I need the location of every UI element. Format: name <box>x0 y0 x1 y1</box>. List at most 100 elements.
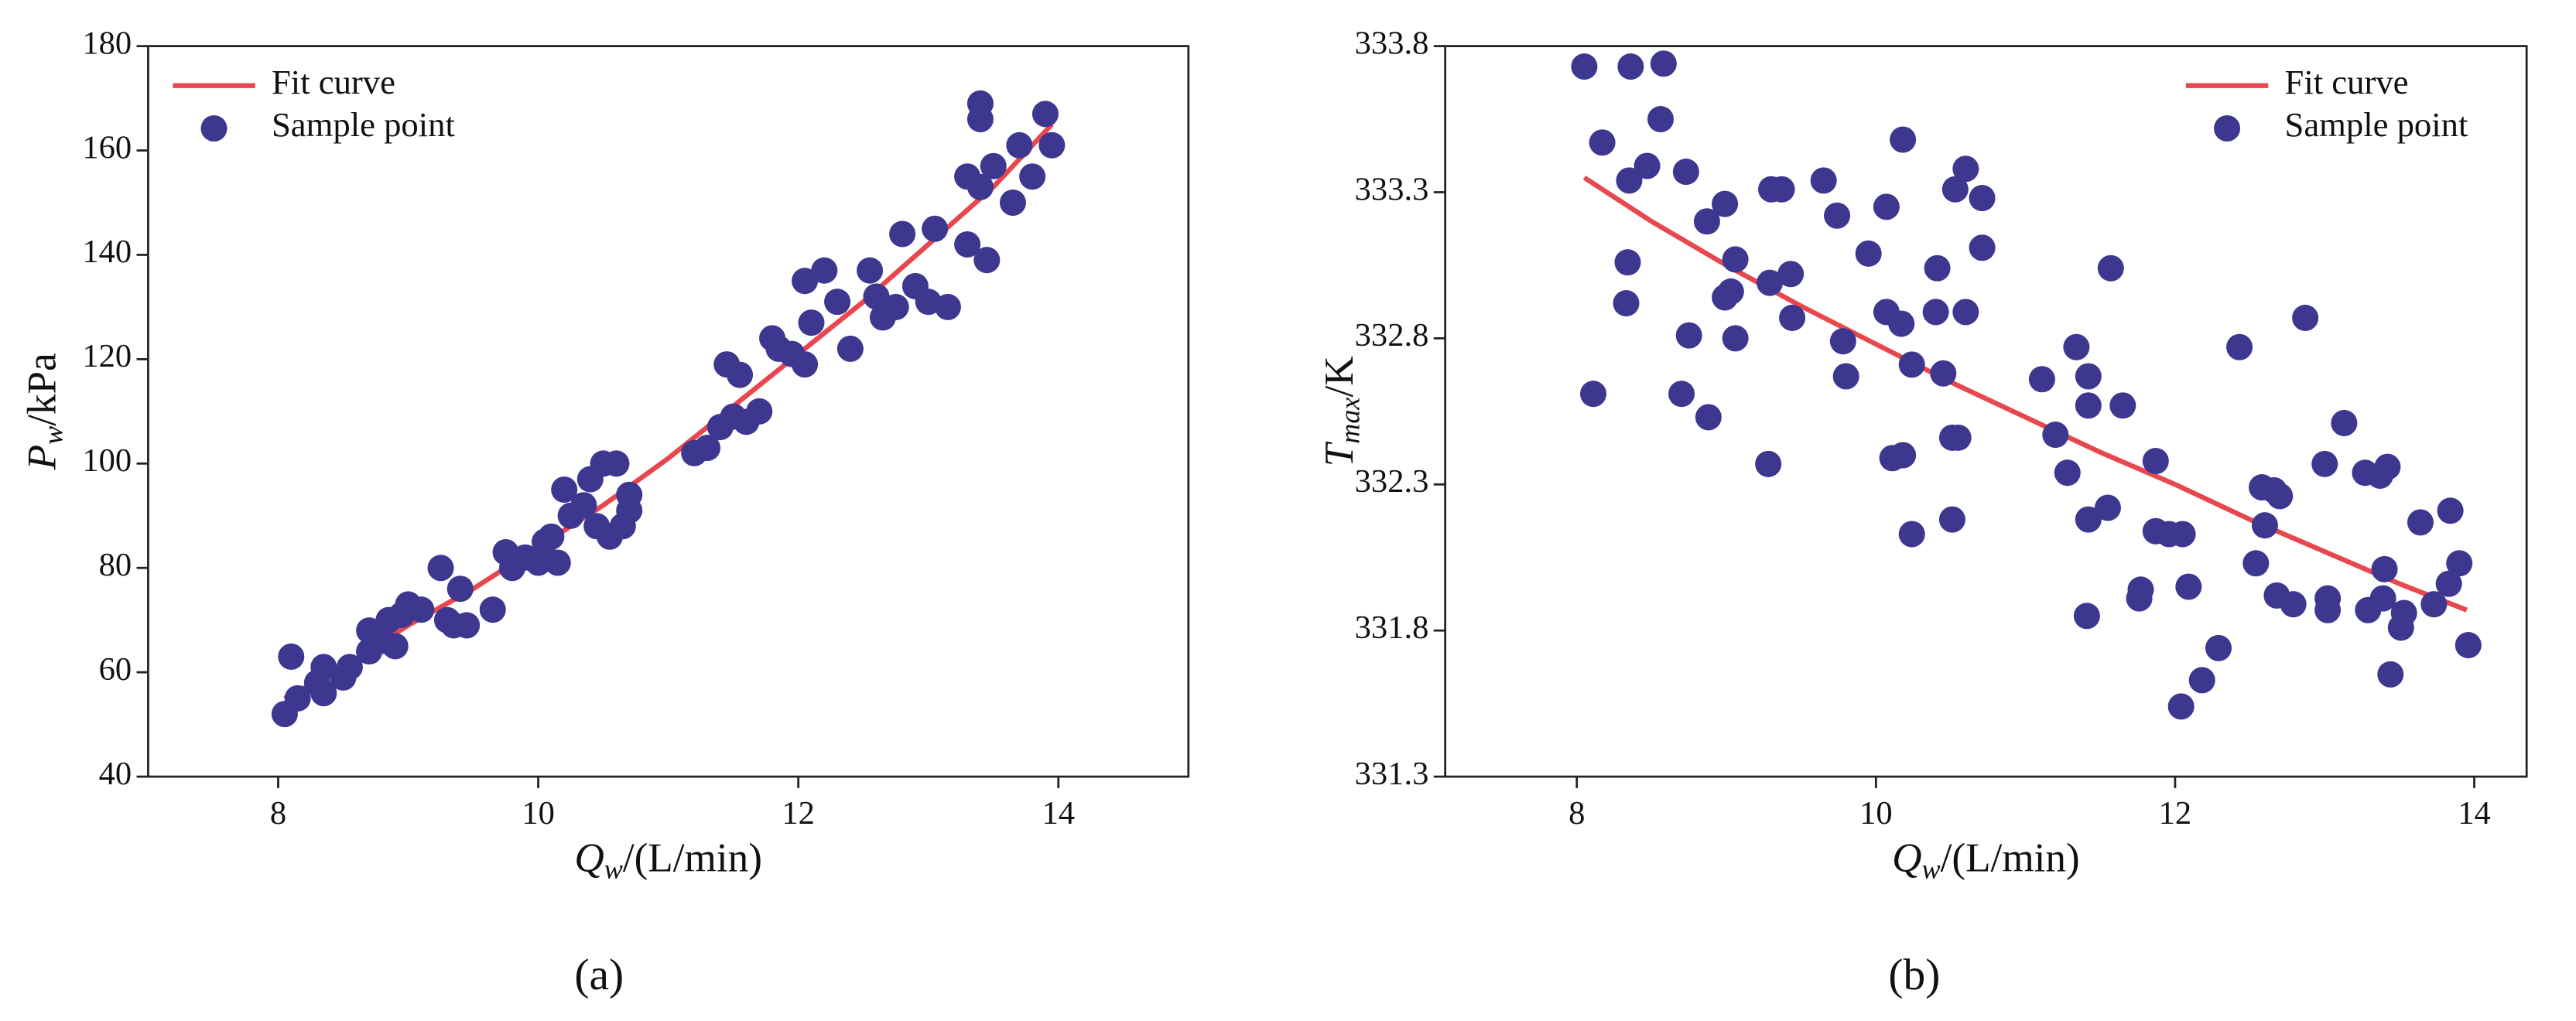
axis-label-unit: /K <box>1316 356 1362 397</box>
sample-point <box>616 481 643 508</box>
legend-marker <box>2214 114 2241 142</box>
sample-point <box>2420 591 2448 618</box>
sample-point <box>2075 392 2102 419</box>
sample-point <box>2109 392 2136 419</box>
axis-label: Qw/(L/min) <box>1892 835 2080 885</box>
sample-point <box>2371 555 2398 582</box>
sample-point <box>544 549 571 576</box>
sample-point <box>1693 208 1720 235</box>
x-tick-label: 14 <box>1042 795 1075 831</box>
sample-point <box>2175 573 2202 600</box>
y-tick-label: 160 <box>82 129 132 166</box>
sample-point <box>2073 603 2100 630</box>
sample-point <box>824 289 851 316</box>
sample-point <box>2205 634 2232 661</box>
y-tick-label: 140 <box>82 234 132 270</box>
axis-label: Pw/kPa <box>19 353 69 470</box>
legend-label: Sample point <box>272 105 456 144</box>
sample-point <box>2242 550 2270 577</box>
sample-point <box>1810 167 1837 194</box>
sample-point <box>2127 576 2154 603</box>
sample-point <box>1613 290 1640 317</box>
axis-label: Tmax/K <box>1316 356 1366 466</box>
x-tick-label: 14 <box>2458 795 2491 831</box>
sample-point <box>2280 591 2307 618</box>
sample-point <box>727 361 754 388</box>
plot-frame <box>147 45 1190 778</box>
sample-point <box>1755 450 1782 477</box>
sample-point <box>857 257 884 284</box>
sample-point <box>1779 304 1806 331</box>
sample-point <box>1832 363 1859 390</box>
sample-point <box>2094 494 2121 521</box>
axis-label-unit: /(L/min) <box>1941 835 2080 881</box>
sample-point <box>792 268 819 295</box>
sample-point <box>922 215 949 242</box>
fit-curve <box>1582 175 2468 613</box>
sample-point <box>1888 310 1915 337</box>
sample-point <box>1757 269 1784 296</box>
sample-point <box>2407 509 2434 536</box>
sample-point <box>2369 585 2396 612</box>
sample-point <box>1969 185 1996 212</box>
sample-point <box>1898 521 1925 548</box>
y-tick-label: 100 <box>82 442 132 479</box>
sample-point <box>1614 249 1641 276</box>
sample-point <box>2311 450 2338 477</box>
sample-point <box>2435 570 2462 597</box>
sample-point <box>2042 422 2069 449</box>
sample-point <box>2314 596 2342 623</box>
sample-point <box>1634 152 1661 179</box>
sample-point <box>966 173 994 200</box>
x-tick-label: 10 <box>522 795 555 831</box>
sample-point <box>934 293 961 320</box>
x-tick-label: 8 <box>1569 795 1585 831</box>
panel-label: (a) <box>574 951 624 999</box>
sample-point <box>1675 322 1702 349</box>
sample-point <box>1650 50 1677 77</box>
sample-point <box>980 152 1007 179</box>
sample-point <box>2167 693 2195 720</box>
sample-point <box>2028 366 2055 393</box>
sample-point <box>746 398 773 425</box>
sample-point <box>2169 521 2196 548</box>
sample-point <box>1712 190 1739 217</box>
sample-point <box>1695 404 1722 431</box>
sample-point <box>1722 246 1749 273</box>
sample-point <box>551 476 578 504</box>
sample-point <box>2455 632 2482 659</box>
sample-point <box>2142 448 2169 475</box>
sample-point <box>2097 254 2124 282</box>
sample-point <box>408 596 435 623</box>
sample-point <box>1824 202 1851 229</box>
sample-point <box>2390 599 2417 627</box>
sample-point <box>863 283 890 310</box>
axis-label-unit: /kPa <box>19 353 65 426</box>
legend-label: Fit curve <box>2284 63 2408 101</box>
sample-point <box>1722 325 1749 352</box>
sample-point <box>1019 163 1046 190</box>
x-tick-label: 12 <box>2159 795 2192 831</box>
sample-point <box>954 230 981 258</box>
sample-point <box>1952 155 1979 183</box>
sample-point <box>2374 453 2401 480</box>
axis-label-symbol: Q <box>1892 835 1921 881</box>
sample-point <box>336 654 363 681</box>
sample-point <box>525 549 552 576</box>
y-tick-label: 120 <box>82 338 132 374</box>
sample-point <box>538 523 565 550</box>
sample-point <box>1571 53 1598 80</box>
sample-point <box>1938 506 1965 533</box>
sample-point <box>694 435 721 462</box>
sample-point <box>1579 381 1607 408</box>
sample-point <box>1829 328 1856 355</box>
sample-point <box>570 492 597 519</box>
sample-point <box>1941 176 1969 203</box>
sample-point <box>2292 304 2319 331</box>
sample-point <box>1668 381 1695 408</box>
x-tick-label: 12 <box>782 795 815 831</box>
y-tick-label: 80 <box>99 547 132 583</box>
sample-point <box>278 643 305 670</box>
sample-point <box>1672 159 1699 186</box>
